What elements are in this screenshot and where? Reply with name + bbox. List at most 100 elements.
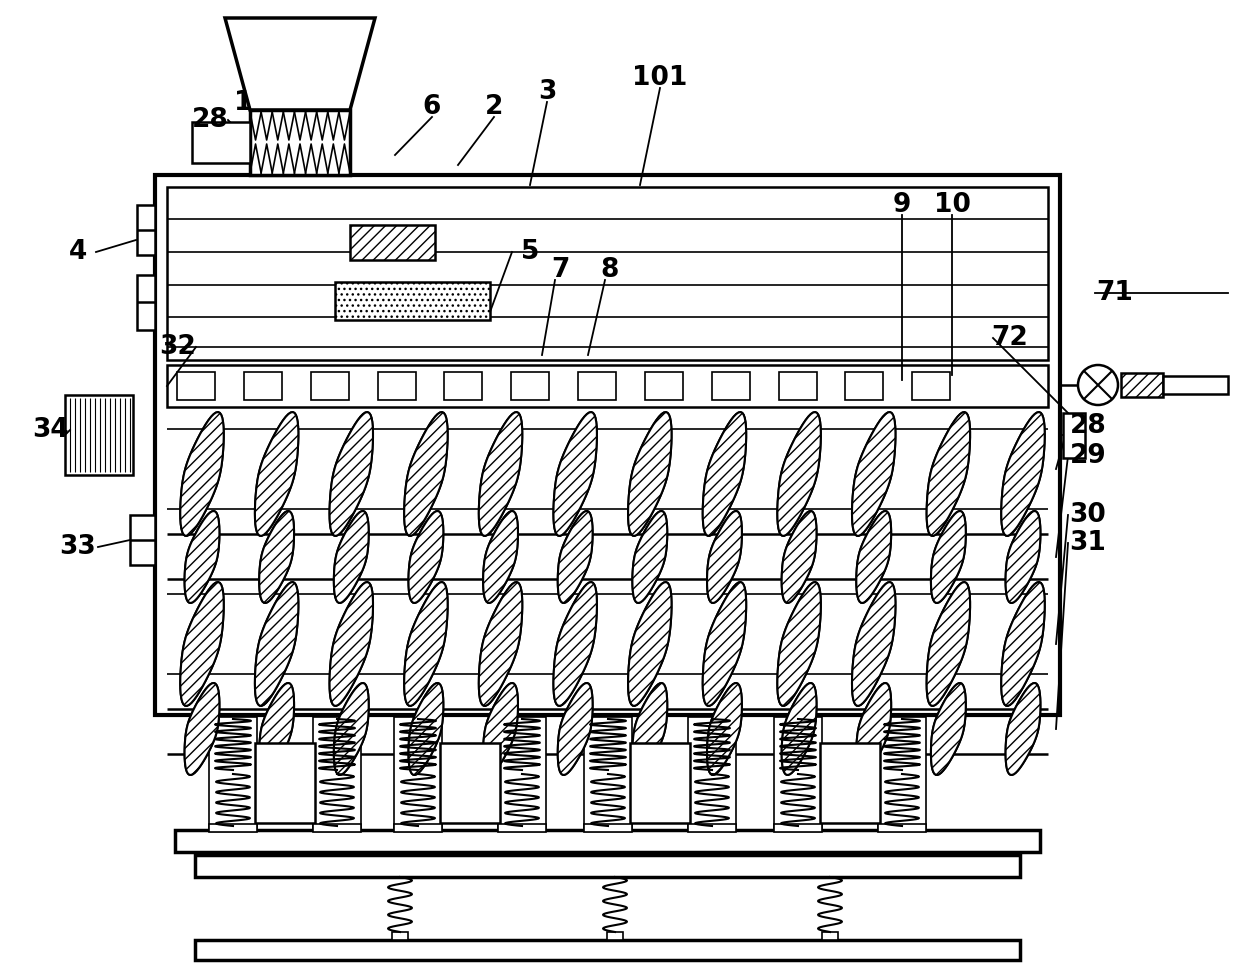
- Polygon shape: [629, 582, 672, 706]
- Bar: [175, 830, 1040, 852]
- Polygon shape: [852, 582, 895, 706]
- Polygon shape: [852, 412, 895, 536]
- Bar: [130, 515, 155, 565]
- Polygon shape: [259, 683, 294, 775]
- Polygon shape: [857, 511, 892, 603]
- Bar: [394, 824, 441, 832]
- Polygon shape: [484, 511, 518, 603]
- Polygon shape: [404, 412, 448, 536]
- Bar: [350, 225, 435, 260]
- Polygon shape: [553, 412, 596, 536]
- Polygon shape: [852, 412, 895, 536]
- Bar: [377, 372, 415, 400]
- Bar: [192, 122, 250, 163]
- Polygon shape: [479, 582, 522, 706]
- Polygon shape: [334, 683, 368, 775]
- Text: 34: 34: [32, 417, 68, 443]
- Polygon shape: [185, 683, 219, 775]
- Polygon shape: [484, 683, 518, 775]
- Polygon shape: [1006, 683, 1040, 775]
- Text: 31: 31: [1070, 530, 1106, 556]
- Polygon shape: [484, 683, 518, 775]
- Polygon shape: [1006, 511, 1040, 603]
- Bar: [630, 743, 689, 823]
- Bar: [584, 717, 632, 828]
- Text: 33: 33: [60, 534, 97, 560]
- Polygon shape: [707, 511, 742, 603]
- Bar: [774, 824, 822, 832]
- Circle shape: [1078, 365, 1118, 405]
- Polygon shape: [408, 683, 444, 775]
- Polygon shape: [558, 511, 593, 603]
- Polygon shape: [404, 412, 448, 536]
- Polygon shape: [404, 582, 448, 706]
- Polygon shape: [255, 412, 299, 536]
- Bar: [195, 940, 1021, 960]
- Polygon shape: [629, 412, 672, 536]
- Text: 7: 7: [551, 257, 569, 283]
- Bar: [822, 932, 838, 940]
- Polygon shape: [1001, 582, 1045, 706]
- Polygon shape: [926, 582, 970, 706]
- Text: 72: 72: [992, 325, 1028, 351]
- Polygon shape: [180, 412, 223, 536]
- Polygon shape: [777, 582, 821, 706]
- Bar: [444, 372, 482, 400]
- Polygon shape: [629, 412, 672, 536]
- Bar: [244, 372, 281, 400]
- Text: 71: 71: [1096, 280, 1133, 306]
- Bar: [712, 372, 750, 400]
- Polygon shape: [408, 511, 444, 603]
- Bar: [311, 372, 348, 400]
- Polygon shape: [259, 511, 294, 603]
- Polygon shape: [1001, 582, 1045, 706]
- Bar: [511, 372, 549, 400]
- Bar: [392, 932, 408, 940]
- Polygon shape: [558, 511, 593, 603]
- Polygon shape: [926, 582, 970, 706]
- Bar: [64, 395, 133, 475]
- Bar: [645, 372, 683, 400]
- Text: 29: 29: [1070, 443, 1106, 469]
- Polygon shape: [781, 511, 816, 603]
- Polygon shape: [852, 582, 895, 706]
- Polygon shape: [334, 683, 368, 775]
- Text: 30: 30: [1070, 502, 1106, 528]
- Polygon shape: [553, 582, 596, 706]
- Polygon shape: [703, 412, 746, 536]
- Polygon shape: [259, 511, 294, 603]
- Bar: [335, 282, 490, 320]
- Polygon shape: [558, 683, 593, 775]
- Polygon shape: [931, 683, 966, 775]
- Bar: [688, 717, 737, 828]
- Polygon shape: [707, 683, 742, 775]
- Polygon shape: [781, 511, 816, 603]
- Bar: [1063, 413, 1085, 458]
- Polygon shape: [703, 582, 746, 706]
- Text: 9: 9: [893, 192, 911, 218]
- Bar: [820, 743, 880, 823]
- Polygon shape: [703, 582, 746, 706]
- Polygon shape: [255, 412, 299, 536]
- Polygon shape: [255, 582, 299, 706]
- Polygon shape: [259, 683, 294, 775]
- Bar: [312, 824, 361, 832]
- Bar: [167, 187, 1048, 360]
- Polygon shape: [777, 412, 821, 536]
- Bar: [210, 717, 257, 828]
- Polygon shape: [330, 582, 373, 706]
- Polygon shape: [255, 582, 299, 706]
- Bar: [177, 372, 215, 400]
- Text: 1: 1: [234, 90, 252, 116]
- Text: 3: 3: [538, 79, 557, 105]
- Polygon shape: [707, 683, 742, 775]
- Bar: [878, 717, 926, 828]
- Polygon shape: [180, 582, 223, 706]
- Polygon shape: [479, 412, 522, 536]
- Polygon shape: [553, 582, 596, 706]
- Text: 5: 5: [521, 239, 539, 265]
- Bar: [250, 110, 350, 175]
- Polygon shape: [334, 511, 368, 603]
- Polygon shape: [931, 683, 966, 775]
- Polygon shape: [180, 582, 223, 706]
